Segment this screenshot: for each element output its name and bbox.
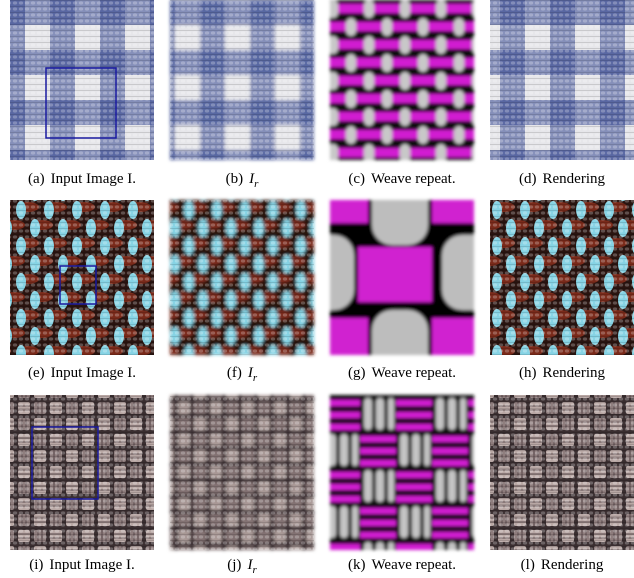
caption: (h) Rendering: [519, 365, 605, 381]
caption-label: (e): [28, 365, 45, 381]
caption: (i) Input Image I.: [29, 557, 135, 573]
caption: (b)Ir: [226, 171, 260, 190]
caption-label: (j): [227, 557, 241, 573]
thread-texture: [170, 395, 314, 550]
caption-text: Rendering: [543, 365, 606, 381]
panel-image: [330, 395, 474, 550]
caption: (k) Weave repeat.: [348, 557, 456, 573]
caption-label: (a): [28, 171, 45, 187]
caption-text: Weave repeat.: [371, 365, 456, 381]
caption-label: (f): [227, 365, 242, 381]
texture: [330, 0, 474, 160]
caption-text: Weave repeat.: [371, 557, 456, 573]
caption: (g) Weave repeat.: [348, 365, 456, 381]
caption-subscript: r: [253, 372, 258, 384]
caption-text: Rendering: [541, 557, 604, 573]
caption-label: (g): [348, 365, 366, 381]
panel-image: [330, 0, 474, 160]
panel-image: [490, 200, 634, 355]
caption-label: (c): [348, 171, 365, 187]
caption-label: (l): [521, 557, 535, 573]
thread-texture: [490, 200, 634, 355]
panel-image: [10, 395, 154, 550]
caption-label: (k): [348, 557, 366, 573]
caption-text: Input Image I.: [51, 171, 136, 187]
figure: (a) Input Image I. (b)Ir (c) Weave repeat. (d…: [0, 0, 634, 578]
thread-texture: [490, 0, 634, 160]
caption: (c) Weave repeat.: [348, 171, 455, 187]
thread-texture: [170, 0, 314, 160]
panel-image: [10, 0, 154, 160]
texture: [330, 200, 474, 355]
thread-texture: [10, 0, 154, 160]
panel-image: [490, 395, 634, 550]
panel-image: [490, 0, 634, 160]
panel-image: [170, 395, 314, 550]
caption-label: (i): [29, 557, 43, 573]
caption: (f)Ir: [227, 365, 258, 384]
thread-texture: [490, 395, 634, 550]
caption-label: (d): [519, 171, 537, 187]
caption: (e) Input Image I.: [28, 365, 136, 381]
caption-text: Rendering: [543, 171, 606, 187]
caption-text: Input Image I.: [49, 557, 134, 573]
caption: (a) Input Image I.: [28, 171, 136, 187]
caption-subscript: r: [252, 564, 257, 576]
caption: (l) Rendering: [521, 557, 604, 573]
caption: (j)Ir: [227, 557, 257, 576]
panel-image: [330, 200, 474, 355]
thread-texture: [170, 200, 314, 355]
panel-image: [170, 0, 314, 160]
caption-label: (b): [226, 171, 244, 187]
caption-text: Weave repeat.: [371, 171, 456, 187]
caption: (d) Rendering: [519, 171, 605, 187]
panel-image: [170, 200, 314, 355]
caption-subscript: r: [254, 178, 259, 190]
thread-texture: [10, 200, 154, 355]
caption-label: (h): [519, 365, 537, 381]
caption-text: Input Image I.: [51, 365, 136, 381]
texture: [330, 395, 474, 550]
panel-image: [10, 200, 154, 355]
